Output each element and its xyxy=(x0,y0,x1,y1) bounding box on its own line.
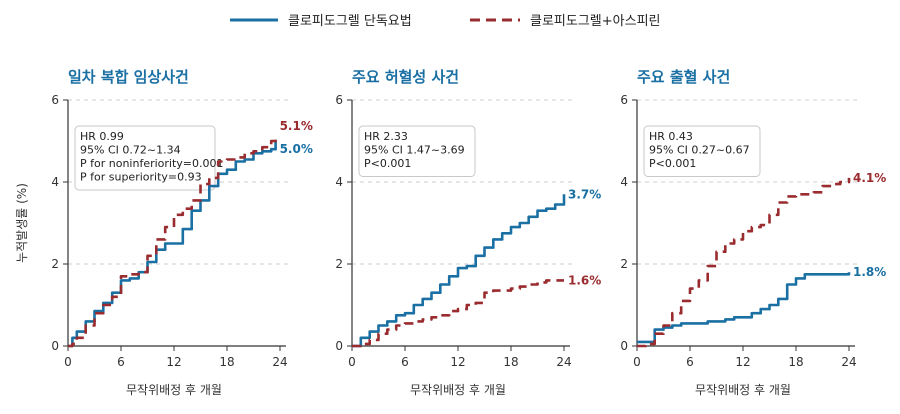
stats-box xyxy=(74,125,216,191)
stats-line: 95% CI 0.27~0.67 xyxy=(649,144,750,157)
y-axis-title: 누적발생률 (%) xyxy=(15,183,29,263)
stats-line: HR 2.33 xyxy=(364,130,408,143)
stats-line: P<0.001 xyxy=(364,157,411,170)
y-tick-label: 0 xyxy=(620,339,628,353)
stats-line: P for noninferiority=0.001 xyxy=(80,157,224,170)
x-tick-label: 6 xyxy=(117,355,125,369)
x-tick-label: 18 xyxy=(788,355,803,369)
y-tick-label: 6 xyxy=(335,93,343,107)
panel-title: 일차 복합 임상사건 xyxy=(68,68,189,86)
stats-line: P<0.001 xyxy=(649,157,696,170)
x-tick-label: 0 xyxy=(348,355,356,369)
y-tick-label: 2 xyxy=(335,257,343,271)
panel-title: 주요 허혈성 사건 xyxy=(352,68,459,86)
x-tick-label: 0 xyxy=(64,355,72,369)
y-tick-label: 0 xyxy=(51,339,59,353)
end-value-label: 1.8% xyxy=(853,265,886,279)
series-line-monotherapy xyxy=(352,194,566,348)
end-value-label: 3.7% xyxy=(568,187,601,201)
end-value-label: 5.1% xyxy=(280,119,313,133)
x-tick-label: 24 xyxy=(556,355,571,369)
stats-line: HR 0.99 xyxy=(80,130,124,143)
x-tick-label: 18 xyxy=(219,355,234,369)
series-line-combination xyxy=(637,177,851,348)
series-line-combination xyxy=(68,136,277,348)
y-tick-label: 2 xyxy=(51,257,59,271)
x-tick-label: 24 xyxy=(841,355,856,369)
x-axis-title: 무작위배정 후 개월 xyxy=(410,383,506,397)
y-tick-label: 0 xyxy=(335,339,343,353)
y-tick-label: 6 xyxy=(51,93,59,107)
x-tick-label: 6 xyxy=(401,355,409,369)
end-value-label: 4.1% xyxy=(853,171,886,185)
x-tick-label: 6 xyxy=(686,355,694,369)
y-tick-label: 4 xyxy=(51,175,59,189)
end-value-label: 1.6% xyxy=(568,273,601,287)
y-tick-label: 2 xyxy=(620,257,628,271)
panel-title: 주요 출혈 사건 xyxy=(637,68,730,86)
legend-label-solid: 클로피도그렐 단독요법 xyxy=(288,14,412,29)
series-line-monotherapy xyxy=(68,141,277,348)
stats-line: 95% CI 0.72~1.34 xyxy=(80,144,181,157)
legend: 클로피도그렐 단독요법 클로피도그렐+아스피린 xyxy=(230,14,661,29)
y-tick-label: 6 xyxy=(620,93,628,107)
series-line-monotherapy xyxy=(637,272,851,344)
stats-box xyxy=(643,125,761,177)
x-axis-title: 무작위배정 후 개월 xyxy=(126,383,222,397)
end-value-label: 5.0% xyxy=(280,142,313,156)
x-tick-label: 0 xyxy=(633,355,641,369)
series-line-combination xyxy=(352,279,564,348)
stats-box xyxy=(358,125,476,177)
stats-line: HR 0.43 xyxy=(649,130,693,143)
x-tick-label: 12 xyxy=(450,355,465,369)
x-tick-label: 12 xyxy=(735,355,750,369)
y-tick-label: 4 xyxy=(335,175,343,189)
legend-label-dashed: 클로피도그렐+아스피린 xyxy=(530,14,661,29)
x-tick-label: 12 xyxy=(166,355,181,369)
x-tick-label: 18 xyxy=(503,355,518,369)
stats-line: 95% CI 1.47~3.69 xyxy=(364,144,465,157)
x-tick-label: 24 xyxy=(272,355,287,369)
x-axis-title: 무작위배정 후 개월 xyxy=(695,383,791,397)
y-tick-label: 4 xyxy=(620,175,628,189)
stats-line: P for superiority=0.93 xyxy=(80,171,202,184)
